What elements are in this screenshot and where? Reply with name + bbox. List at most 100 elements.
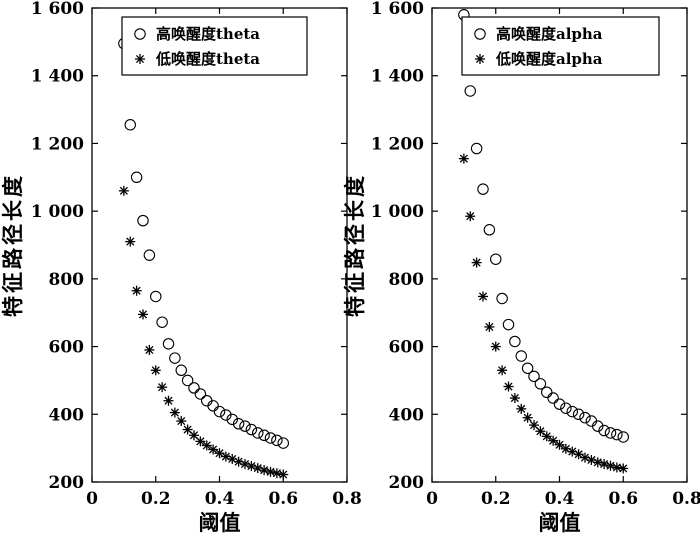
star-stroke <box>561 444 570 453</box>
data-point-circle <box>213 405 226 418</box>
series-circle <box>458 9 629 443</box>
data-point-circle <box>271 434 283 447</box>
star-stroke <box>555 440 564 449</box>
star-stroke <box>260 466 269 475</box>
data-point-circle <box>264 432 277 444</box>
data-point-star <box>189 430 199 441</box>
y-tick-label: 1 400 <box>31 67 84 87</box>
star-stroke <box>568 447 577 456</box>
star-stroke <box>145 345 154 355</box>
data-point-circle <box>245 423 258 436</box>
y-tick-label: 1 600 <box>371 0 424 19</box>
y-tick-label: 1 200 <box>31 134 84 154</box>
star-stroke <box>510 393 519 403</box>
data-point-circle <box>150 290 162 303</box>
plot-frame <box>431 7 688 483</box>
x-axis-label: 阈值 <box>199 510 241 535</box>
star-stroke <box>272 469 281 478</box>
star-stroke <box>498 366 507 375</box>
data-point-circle <box>521 362 534 374</box>
x-tick-label: 0 <box>426 489 438 509</box>
data-point-circle <box>169 352 181 364</box>
star-stroke <box>132 286 141 295</box>
data-point-circle <box>483 224 496 236</box>
data-point-star <box>201 440 212 451</box>
data-point-star <box>478 291 488 302</box>
x-tick-label: 0.2 <box>141 489 171 509</box>
y-tick-label: 1 000 <box>31 202 84 222</box>
legend-entry-label: 高唤醒度theta <box>156 25 260 43</box>
star-stroke <box>253 464 262 473</box>
y-tick-label: 600 <box>389 338 425 358</box>
data-point-circle <box>553 398 566 410</box>
star-stroke <box>619 464 628 473</box>
data-point-star <box>554 439 565 450</box>
legend-box <box>461 16 660 76</box>
star-stroke <box>475 54 485 64</box>
star-stroke <box>485 322 494 331</box>
data-point-star <box>503 381 514 392</box>
data-point-star <box>535 426 546 437</box>
data-point-star <box>150 365 161 376</box>
data-point-circle <box>124 119 137 131</box>
data-point-star <box>259 465 270 476</box>
star-stroke <box>215 449 224 458</box>
chart-panel-2: 0 0.2 0.4 0.6 0.8 200 400 600 800 1 000 1 200 1 400… <box>342 0 700 535</box>
star-stroke <box>151 366 160 375</box>
data-point-circle <box>258 429 270 442</box>
data-point-circle <box>560 402 572 414</box>
star-stroke <box>517 404 526 413</box>
star-stroke <box>119 186 128 195</box>
legend-entry-label: 低唤醒度theta <box>155 50 260 68</box>
data-point-circle <box>181 374 194 387</box>
series-star <box>118 185 289 480</box>
data-point-star <box>169 407 180 418</box>
data-point-star <box>611 462 622 473</box>
x-tick-label: 0.6 <box>608 489 638 509</box>
legend-box <box>121 16 308 76</box>
data-point-circle <box>137 214 149 227</box>
chart-panel-1: 0 0.2 0.4 0.6 0.8 200 400 600 800 1 000 1 200 1 400… <box>0 0 362 535</box>
data-point-star <box>182 424 193 435</box>
data-point-star <box>138 309 148 320</box>
data-point-star <box>592 457 603 468</box>
data-point-circle <box>591 420 604 432</box>
data-point-star <box>163 395 174 406</box>
data-point-star <box>144 344 155 355</box>
star-stroke <box>126 237 135 246</box>
star-stroke <box>491 342 500 351</box>
data-point-circle <box>464 85 476 97</box>
star-stroke <box>135 54 145 64</box>
data-point-star <box>278 469 289 480</box>
data-point-circle <box>604 427 617 439</box>
legend-marker-circle <box>474 28 486 40</box>
data-point-star <box>541 431 552 442</box>
x-tick-label: 0.8 <box>332 489 362 509</box>
star-stroke <box>606 461 615 470</box>
data-point-star <box>516 403 527 414</box>
star-stroke <box>158 383 167 392</box>
data-point-star <box>509 393 520 404</box>
data-point-circle <box>277 437 289 449</box>
data-point-circle <box>470 142 483 155</box>
star-stroke <box>221 452 230 461</box>
star-stroke <box>580 453 590 462</box>
data-point-star <box>522 412 533 423</box>
data-point-star <box>484 321 495 332</box>
data-point-star <box>605 460 616 471</box>
x-tick-label: 0 <box>86 489 98 509</box>
data-point-circle <box>477 183 489 195</box>
data-point-circle <box>232 418 245 430</box>
data-point-circle <box>579 411 591 424</box>
data-point-circle <box>585 415 598 427</box>
data-point-circle <box>143 249 156 261</box>
legend-marker-circle <box>134 28 146 40</box>
x-tick-label: 0.8 <box>672 489 700 509</box>
star-stroke <box>234 457 243 466</box>
data-point-circle <box>572 408 585 421</box>
star-stroke <box>138 310 148 319</box>
data-point-circle <box>188 382 200 394</box>
data-point-star <box>265 466 276 477</box>
data-point-circle <box>175 364 188 377</box>
